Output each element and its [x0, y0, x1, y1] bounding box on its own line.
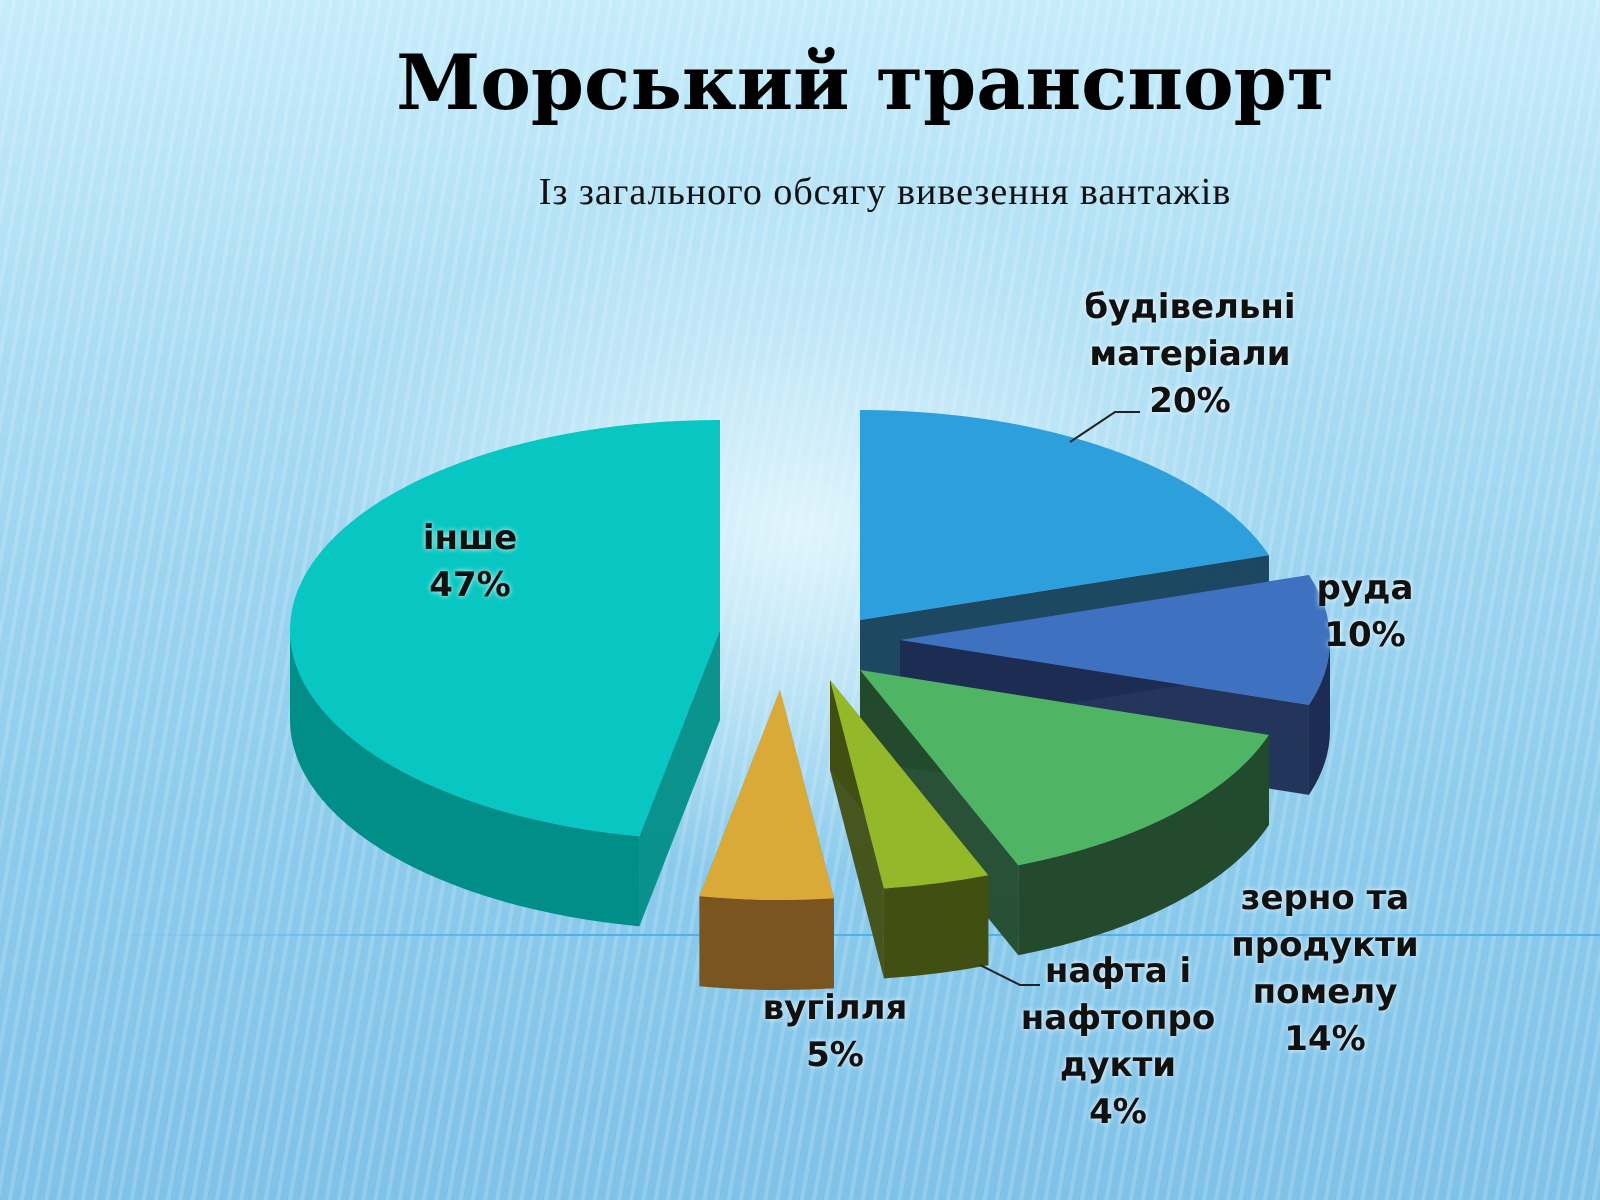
pie-label-value: 20%: [1149, 380, 1231, 421]
pie-label-text: помелу: [1252, 971, 1398, 1012]
pie-label-2: зерно та продукти помелу 14%: [1231, 875, 1418, 1063]
pie-label-text: вугілля: [762, 988, 908, 1028]
pie-slice-4: [699, 690, 834, 900]
pie-label-3: нафта і нафтопро дукти 4%: [1021, 948, 1215, 1136]
pie-slice-5: [289, 420, 720, 837]
pie-slice-1: [900, 575, 1331, 705]
pie-label-text: матеріали: [1089, 333, 1291, 374]
pie-label-value: 14%: [1284, 1018, 1366, 1059]
pie-slice-side-4: [699, 896, 834, 990]
pie-slice-wall-5-0: [639, 630, 720, 927]
pie-slice-3: [830, 680, 989, 889]
pie-label-value: 4%: [1089, 1091, 1147, 1132]
pie-slice-side-2: [1018, 734, 1269, 956]
pie-label-text: нафтопро: [1020, 997, 1216, 1038]
slide-subtitle: Із загального обсягу вивезення вантажів: [538, 171, 1232, 213]
pie-label-text: зерно та: [1240, 878, 1410, 918]
pie-slice-side-1: [1308, 640, 1330, 795]
pie-label-value: 47%: [429, 564, 511, 605]
leader-line-1: [979, 964, 1040, 986]
pie-label-text: дукти: [1059, 1044, 1177, 1085]
horizon-line: [100, 934, 1600, 936]
pie-label-text: нафта і: [1044, 951, 1192, 991]
pie-label-1: руда 10%: [1317, 565, 1414, 659]
pie-tops: [289, 410, 1331, 900]
pie-label-text: руда: [1316, 568, 1414, 608]
pie-label-4: вугілля 5%: [763, 985, 908, 1079]
pie-label-text: продукти: [1231, 924, 1419, 965]
slide-title: Морський транспорт: [396, 38, 1334, 127]
pie-slice-side-5: [290, 630, 640, 927]
pie-slice-wall-3-1: [830, 680, 884, 979]
pie-slice-0: [860, 410, 1269, 620]
pie-label-text: будівельні: [1084, 287, 1296, 327]
pie-slice-2: [860, 670, 1269, 866]
pie-label-value: 10%: [1324, 614, 1406, 655]
pie-label-value: 5%: [806, 1034, 864, 1075]
pie-label-text: інше: [422, 518, 518, 558]
pie-label-0: будівельні матеріали 20%: [1084, 284, 1295, 425]
leader-line-0: [1069, 411, 1140, 443]
pie-label-5: інше 47%: [423, 515, 517, 609]
